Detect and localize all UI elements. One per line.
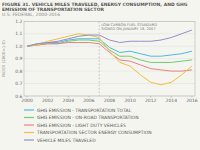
legend-label: VEHICLE MILES TRAVELED [37, 138, 96, 143]
grid-line [24, 46, 195, 47]
legend-label: GHG EMISSION - LIGHT DUTY VEHICLES [37, 123, 126, 128]
x-tick-label: 2016 [186, 98, 198, 103]
x-tick-label: 2004 [63, 98, 75, 103]
subtitle: U.S. FEDERAL, 2000-2016 [2, 12, 60, 17]
x-tick-label: 2014 [166, 98, 178, 103]
y-tick-label: 0.9 [15, 56, 22, 61]
plot-frame [24, 21, 195, 96]
annotation: LOW CARBON FUEL STANDARDSIGNED ON JANUAR… [101, 23, 157, 32]
legend-swatch [24, 124, 34, 125]
series-line [27, 34, 192, 85]
title: FIGURE 31. VEHICLE MILES TRAVELED, ENERG… [2, 2, 188, 12]
x-tick-label: 2008 [104, 98, 116, 103]
y-axis-label: INDEX (2000=1.0) [1, 40, 6, 77]
y-tick-label: 0.8 [15, 69, 22, 74]
y-tick-label: 1.0 [15, 44, 22, 49]
plot-marks [27, 21, 192, 96]
legend-label: GHG EMISSION - ON-ROAD TRANSPORTATION [37, 115, 139, 120]
y-tick-label: 1.1 [15, 31, 22, 36]
legend-swatch [24, 139, 34, 140]
legend-swatch [24, 117, 34, 118]
grid-line [24, 58, 195, 59]
x-tick-label: 2006 [83, 98, 95, 103]
y-tick-label: 0.7 [15, 81, 22, 86]
legend-label: TRANSPORTATION SECTOR ENERGY CONSUMPTION [36, 130, 152, 135]
grid-line [24, 33, 195, 34]
legend-swatch [24, 109, 34, 110]
reference-line [99, 21, 100, 96]
x-tick-label: 2000 [21, 98, 33, 103]
legend-label: GHG EMISSION - TRANSPORTATION TOTAL [37, 108, 132, 113]
series-line [27, 30, 192, 46]
x-tick-label: 2010 [124, 98, 136, 103]
series-line [27, 39, 192, 56]
y-tick-label: 1.2 [15, 19, 22, 24]
series-line [27, 43, 192, 72]
x-tick-label: 2002 [42, 98, 54, 103]
legend-swatch [24, 132, 34, 133]
chart: FIGURE 31. VEHICLE MILES TRAVELED, ENERG… [0, 0, 200, 150]
x-tick-label: 2012 [145, 98, 157, 103]
